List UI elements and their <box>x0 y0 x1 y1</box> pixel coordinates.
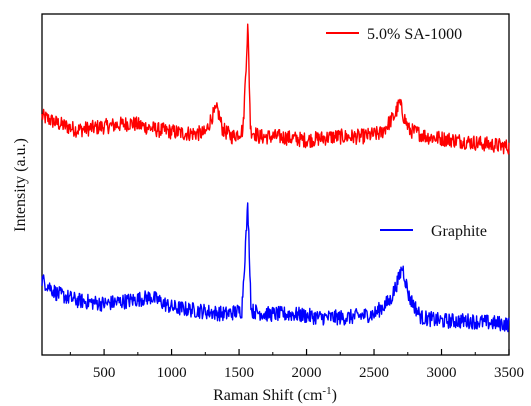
x-tick-label: 3500 <box>494 365 524 381</box>
x-ticks: 500 1000 1500 2000 2500 3000 3500 <box>69 349 524 381</box>
x-tick-label: 2500 <box>359 365 389 381</box>
x-axis-label-sup: -1 <box>322 385 331 397</box>
series-layer <box>41 23 510 333</box>
x-axis-label-main: Raman Shift (cm <box>213 387 323 404</box>
plot-frame <box>41 13 510 356</box>
x-tick-label: 2000 <box>292 365 322 381</box>
x-axis-label: Raman Shift (cm-1) <box>213 385 337 404</box>
series-line-graphite <box>41 202 510 333</box>
x-tick-label: 3000 <box>427 365 457 381</box>
x-tick-label: 500 <box>93 365 116 381</box>
series-line-sa1000 <box>41 23 510 155</box>
x-tick-label: 1000 <box>157 365 187 381</box>
legend-label-sa1000: 5.0% SA-1000 <box>367 26 462 43</box>
y-axis-label: Intensity (a.u.) <box>12 138 29 232</box>
legend-label-graphite: Graphite <box>431 223 487 240</box>
x-axis-label-tail: ) <box>332 387 337 404</box>
x-tick-label: 1500 <box>224 365 254 381</box>
